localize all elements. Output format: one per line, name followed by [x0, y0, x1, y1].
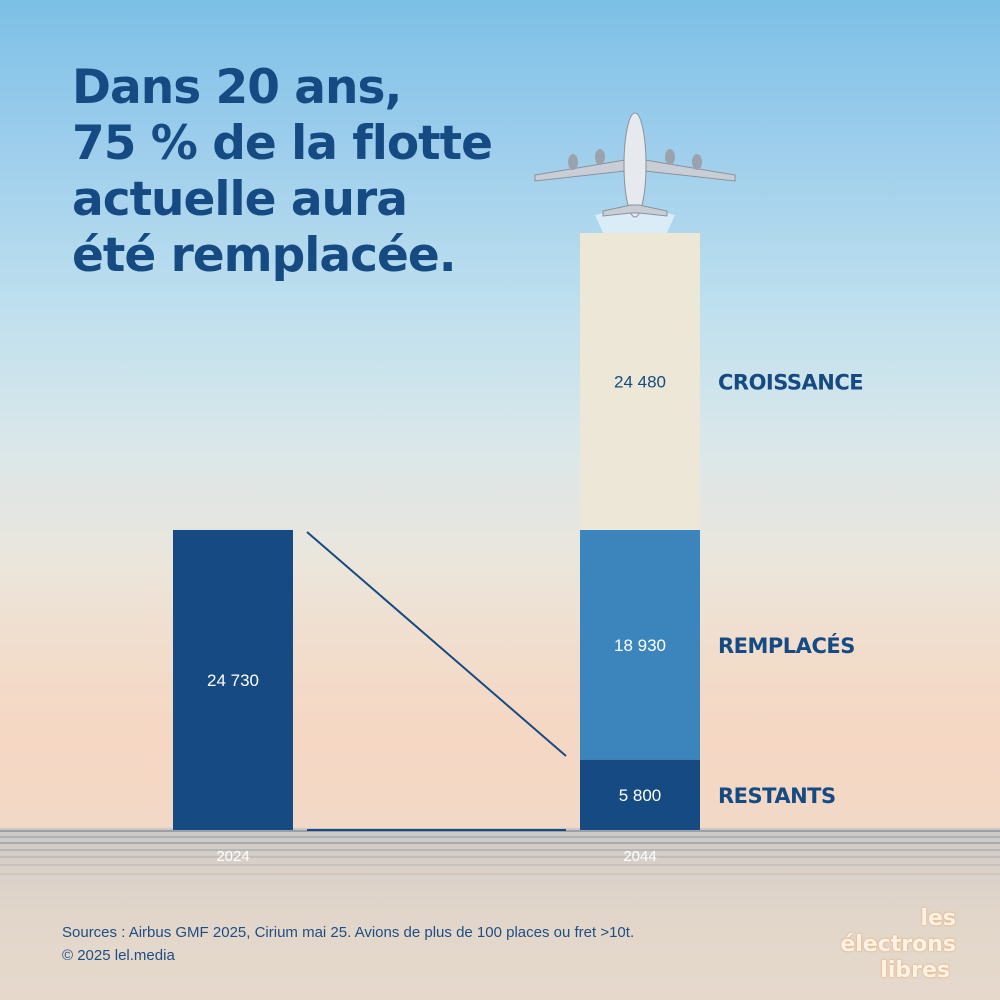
headline: Dans 20 ans, 75 % de la flotte actuelle …	[72, 60, 542, 284]
headline-line-1: Dans 20 ans,	[72, 60, 402, 115]
category-label: 2044	[623, 848, 656, 865]
logo-line-2: libres	[880, 958, 950, 983]
bar-segment-2044-0	[580, 759, 700, 830]
sources-line: Sources : Airbus GMF 2025, Cirium mai 25…	[62, 924, 635, 941]
bar-value-label: 5 800	[619, 786, 662, 805]
logo-line-1: les électrons	[840, 906, 956, 957]
segment-name-label: REMPLACÉS	[718, 633, 855, 658]
bar-segment-2044-2	[580, 233, 700, 530]
copyright-line: © 2025 lel.media	[62, 947, 175, 964]
bar-value-label: 18 930	[614, 636, 666, 655]
bar-value-label: 24 480	[614, 372, 666, 391]
bar-segment-2044-1	[580, 529, 700, 760]
background-sea	[0, 828, 1000, 1000]
headline-line-4: été remplacée.	[72, 228, 457, 283]
connector-diagonal-line	[306, 531, 567, 757]
bar-value-label: 24 730	[207, 671, 259, 690]
headline-line-2: 75 % de la flotte	[72, 116, 493, 171]
sources-note: Sources : Airbus GMF 2025, Cirium mai 25…	[62, 921, 634, 967]
segment-name-label: CROISSANCE	[718, 370, 863, 394]
brand-logo: les électrons libres	[816, 906, 956, 984]
category-label: 2024	[216, 848, 249, 865]
airplane-icon	[534, 112, 736, 237]
headline-line-3: actuelle aura	[72, 172, 408, 227]
bar-segment-2024-0	[173, 529, 293, 830]
segment-name-label: RESTANTS	[718, 784, 836, 808]
